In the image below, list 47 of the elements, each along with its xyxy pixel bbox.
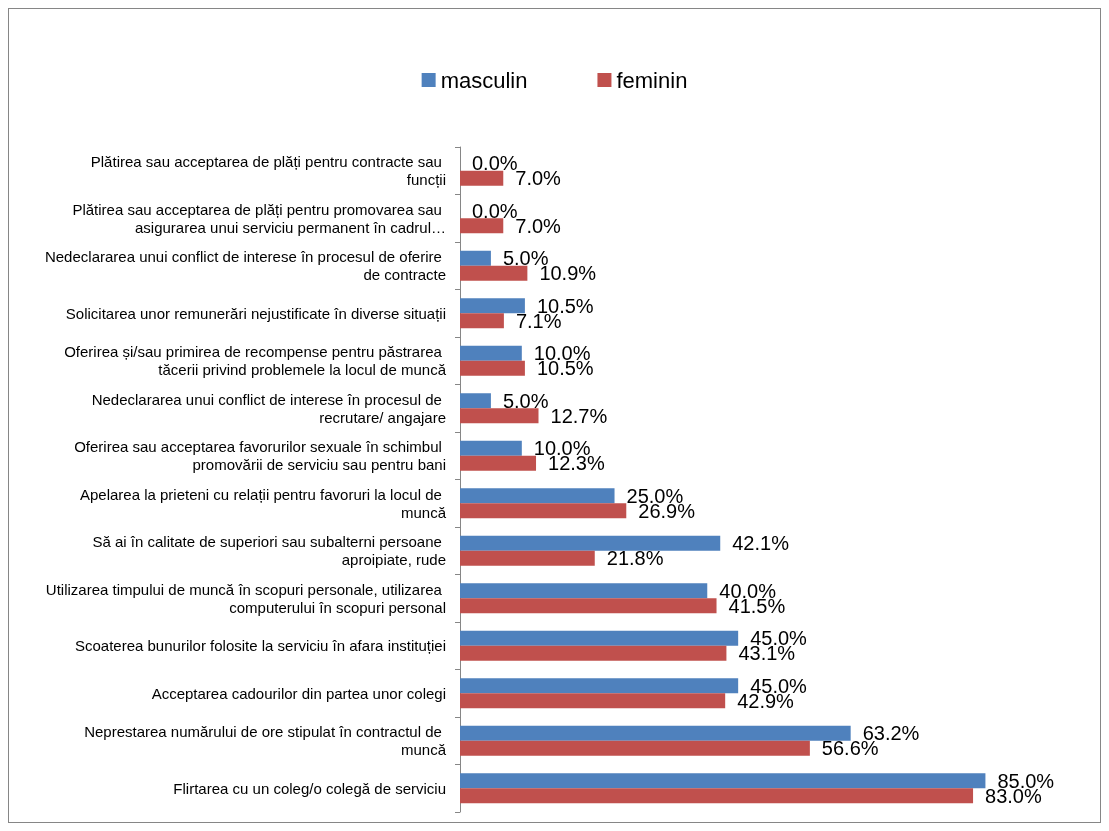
data-label: 5.0% (502, 389, 549, 412)
bar (460, 408, 539, 424)
bar (460, 598, 717, 614)
bar (460, 503, 627, 519)
bar (460, 218, 504, 234)
y-tick-label: Solicitarea unor remunerări nejustificate în diverse situații (65, 304, 446, 322)
bar (460, 678, 739, 694)
bar (460, 265, 528, 281)
y-tick-label: Nedeclararea unui conflict de interese în procesul de oferire de contracte (44, 248, 446, 284)
y-tick-label: Plătirea sau acceptarea de plăți pentru contracte sau funcții (90, 153, 446, 189)
bar (460, 693, 726, 709)
data-label: 0.0% (472, 152, 518, 175)
bar (460, 393, 491, 409)
bar (460, 345, 522, 361)
y-tick-label: Scoaterea bunurilor folosite la serviciu în afara instituției (74, 637, 446, 655)
bar (460, 455, 537, 471)
bar (460, 313, 504, 329)
legend-label: feminin (616, 67, 688, 93)
data-label: 12.7% (550, 404, 608, 427)
y-tick-label: Flirtarea cu un coleg/o colegă de serviciu (173, 779, 446, 797)
y-tick-label: Utilizarea timpului de muncă în scopuri personale, utilizarea computerului în scopuri personal (45, 580, 446, 616)
bar (460, 488, 615, 504)
y-tick-label: Acceptarea cadourilor din partea unor colegi (151, 684, 446, 702)
y-tick-label: Nedeclararea unui conflict de interese în procesul de recrutare/ angajare (91, 390, 446, 426)
bar (460, 170, 504, 186)
y-tick-label: Apelarea la prieteni cu relații pentru favoruri la locul de muncă (79, 485, 447, 521)
bar (460, 740, 810, 756)
bar (460, 550, 595, 566)
bar (460, 773, 986, 789)
data-label: 21.8% (606, 547, 664, 570)
legend-label: masculin (440, 67, 528, 93)
bar (460, 630, 739, 646)
y-tick-label: Neprestarea numărului de ore stipulat în contractul de muncă (84, 723, 447, 759)
bar (460, 250, 491, 266)
bar (460, 725, 851, 741)
y-tick-label: Să ai în calitate de superiori sau subalterni persoane aproipiate, rude (92, 533, 446, 569)
bar (460, 298, 525, 314)
bar (460, 535, 721, 551)
bar (460, 360, 525, 376)
data-label: 42.1% (732, 532, 790, 555)
y-tick-label: Oferirea și/sau primirea de recompense pentru păstrarea tăcerii privind problemele la locul de muncă (64, 343, 447, 379)
bar (460, 788, 974, 804)
y-tick-label: Oferirea sau acceptarea favorurilor sexuale în schimbul promovării de serviciu sau pentru bani (74, 438, 446, 474)
bar (460, 645, 727, 661)
bar (460, 440, 522, 456)
bar (460, 583, 708, 599)
y-tick-label: Plătirea sau acceptarea de plăți pentru promovarea sau asigurarea unui serviciu permanent în cadrul… (72, 200, 446, 236)
